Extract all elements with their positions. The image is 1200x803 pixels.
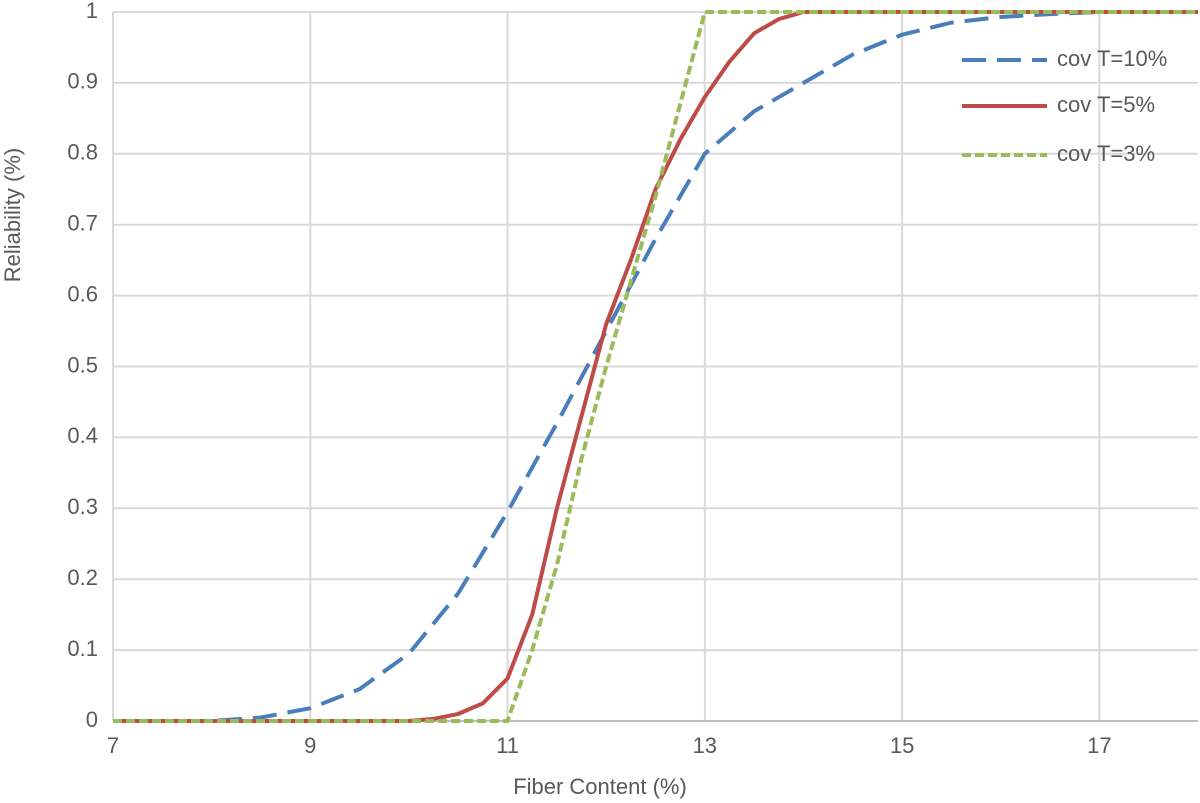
series-line	[113, 10, 1198, 723]
x-axis-label: Fiber Content (%)	[513, 774, 687, 799]
y-tick-label: 0.8	[67, 140, 98, 165]
y-tick-label: 0.7	[67, 211, 98, 236]
y-tick-label: 0	[86, 707, 98, 732]
legend-label: cov T=5%	[1057, 92, 1155, 117]
x-tick-label: 7	[107, 733, 119, 758]
series-line	[113, 10, 1198, 723]
x-tick-label: 11	[496, 733, 519, 758]
legend-label: cov T=3%	[1057, 141, 1155, 166]
y-tick-label: 0.6	[67, 281, 98, 306]
y-tick-label: 0.2	[67, 565, 98, 590]
x-tick-label: 17	[1087, 733, 1111, 758]
y-tick-label: 0.9	[67, 69, 98, 94]
x-tick-label: 13	[693, 733, 717, 758]
y-tick-label: 0.5	[67, 352, 98, 377]
y-axis-label: Reliability (%)	[0, 148, 25, 282]
y-tick-label: 0.4	[67, 423, 98, 448]
x-tick-label: 9	[304, 733, 316, 758]
y-tick-label: 1	[86, 0, 98, 23]
x-tick-label: 15	[890, 733, 914, 758]
y-tick-label: 0.1	[67, 636, 98, 661]
legend-label: cov T=10%	[1057, 46, 1167, 71]
y-tick-label: 0.3	[67, 494, 98, 519]
